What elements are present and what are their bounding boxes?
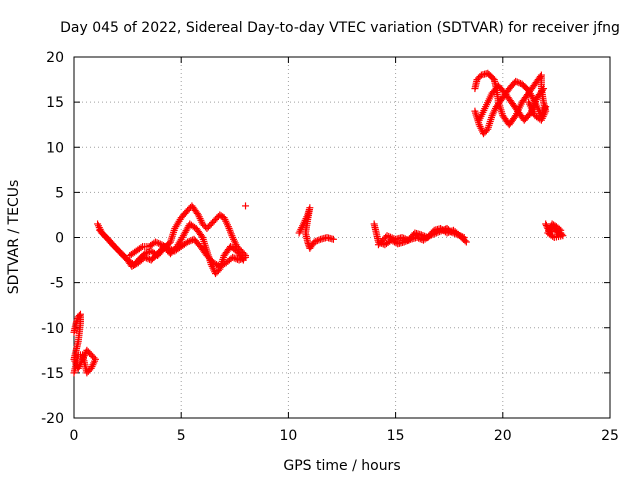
x-tick-label: 15 <box>387 428 405 444</box>
y-tick-label: 5 <box>55 185 64 201</box>
data-point <box>329 235 337 243</box>
data-point <box>538 86 546 94</box>
data-point <box>166 245 174 253</box>
y-tick-label: -20 <box>41 411 64 427</box>
x-tick-label: 5 <box>177 428 186 444</box>
data-point <box>398 234 406 241</box>
data-point <box>238 255 246 263</box>
data-point <box>237 255 245 263</box>
data-point <box>417 231 425 239</box>
x-tick-label: 25 <box>601 428 619 444</box>
data-point <box>232 255 240 263</box>
data-point <box>445 228 453 236</box>
y-axis-label: SDTVAR / TECUs <box>6 180 22 295</box>
series-segment-5 <box>295 204 337 252</box>
data-point <box>461 237 469 245</box>
data-point <box>137 244 145 252</box>
data-point <box>388 234 396 242</box>
y-tick-label: 10 <box>46 140 64 156</box>
data-point <box>512 77 520 85</box>
series-segment-4 <box>126 235 250 270</box>
chart-title: Day 045 of 2022, Sidereal Day-to-day VTE… <box>60 20 620 36</box>
x-axis-label: GPS time / hours <box>283 458 400 474</box>
data-point <box>156 240 164 248</box>
y-tick-label: 20 <box>46 50 64 66</box>
data-point <box>151 238 159 246</box>
x-tick-label: 20 <box>494 428 512 444</box>
data-point <box>164 244 172 252</box>
data-point <box>155 239 163 247</box>
data-point <box>542 220 550 228</box>
data-point <box>400 234 408 242</box>
data-points <box>70 69 567 377</box>
data-point <box>555 225 563 233</box>
data-point <box>383 232 391 240</box>
data-point <box>515 79 523 87</box>
data-point <box>313 237 321 245</box>
data-point <box>163 243 171 251</box>
data-point <box>525 98 533 106</box>
data-point <box>540 85 548 93</box>
y-tick-label: -10 <box>41 321 64 337</box>
data-point <box>489 74 497 82</box>
y-tick-label: 0 <box>55 231 64 247</box>
data-point <box>142 254 150 262</box>
axis-ticks <box>73 56 611 419</box>
y-tick-label: 15 <box>46 95 64 111</box>
data-point <box>242 202 250 210</box>
series-outlier <box>242 202 250 210</box>
data-point <box>312 237 320 245</box>
data-point <box>310 238 318 246</box>
data-point <box>462 238 470 246</box>
data-point <box>153 239 161 247</box>
data-point <box>419 231 427 239</box>
data-point <box>185 237 193 245</box>
data-point <box>315 236 323 244</box>
data-point <box>448 227 456 235</box>
data-point <box>141 253 149 261</box>
data-point <box>513 78 521 86</box>
data-point <box>198 232 206 240</box>
y-tick-labels: 20 15 10 5 0 -5 -10 -15 -20 <box>41 50 64 427</box>
data-point <box>229 253 237 261</box>
data-point <box>443 229 451 237</box>
x-tick-labels: 0 5 10 15 20 25 <box>70 428 619 444</box>
data-point <box>242 253 250 261</box>
data-point <box>230 254 238 262</box>
data-point <box>235 256 243 264</box>
y-tick-label: -15 <box>41 366 64 382</box>
series-segment-11 <box>542 220 567 241</box>
data-point <box>240 254 248 262</box>
data-point <box>542 103 550 111</box>
data-point <box>385 232 393 240</box>
series-segment-7 <box>374 224 470 249</box>
data-point <box>386 233 394 241</box>
x-tick-label: 10 <box>279 428 297 444</box>
data-point <box>184 238 192 246</box>
data-point <box>70 369 78 377</box>
x-tick-label: 0 <box>70 428 79 444</box>
data-point <box>557 226 565 234</box>
y-tick-label: -5 <box>50 276 64 292</box>
series-segment-10 <box>475 82 548 124</box>
series-segment-1 <box>70 310 99 377</box>
